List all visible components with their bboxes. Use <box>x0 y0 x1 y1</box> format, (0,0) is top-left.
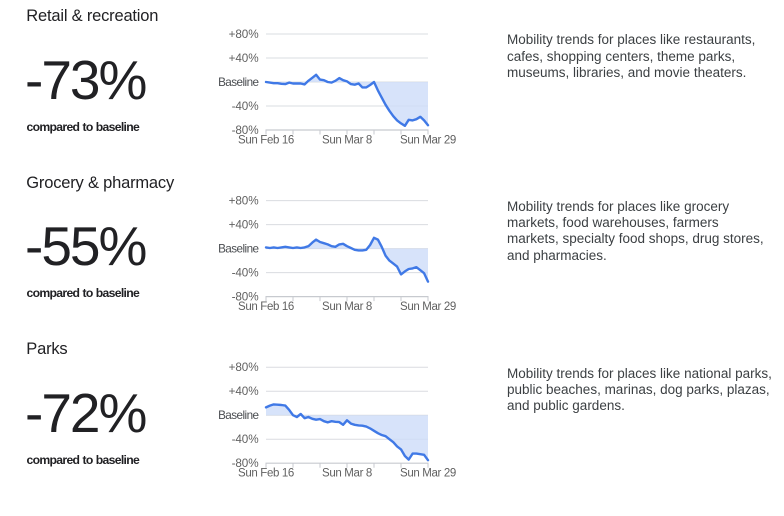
svg-text:Sun Mar 29: Sun Mar 29 <box>400 468 456 480</box>
svg-text:-40%: -40% <box>232 267 259 280</box>
svg-text:+40%: +40% <box>229 219 259 232</box>
svg-text:Sun Mar 29: Sun Mar 29 <box>400 135 456 147</box>
svg-text:Sun Mar 8: Sun Mar 8 <box>322 468 372 480</box>
svg-text:+80%: +80% <box>229 195 259 208</box>
svg-text:-40%: -40% <box>232 100 259 113</box>
svg-text:Baseline: Baseline <box>218 243 258 256</box>
svg-text:Sun Mar 8: Sun Mar 8 <box>322 301 372 313</box>
svg-text:Sun Mar 8: Sun Mar 8 <box>322 135 372 147</box>
svg-text:Baseline: Baseline <box>218 76 258 89</box>
svg-text:-40%: -40% <box>232 433 259 446</box>
svg-text:+80%: +80% <box>229 28 259 41</box>
svg-text:+40%: +40% <box>229 52 259 65</box>
svg-text:+80%: +80% <box>229 361 259 374</box>
svg-text:Sun Feb 16: Sun Feb 16 <box>238 468 294 480</box>
svg-text:Baseline: Baseline <box>218 409 258 422</box>
svg-text:Sun Mar 29: Sun Mar 29 <box>400 301 456 313</box>
svg-text:-80%: -80% <box>232 124 259 137</box>
svg-text:+40%: +40% <box>229 385 259 398</box>
svg-text:Sun Feb 16: Sun Feb 16 <box>238 301 294 313</box>
svg-text:-80%: -80% <box>232 457 259 470</box>
svg-text:Sun Feb 16: Sun Feb 16 <box>238 135 294 147</box>
svg-text:-80%: -80% <box>232 291 259 304</box>
